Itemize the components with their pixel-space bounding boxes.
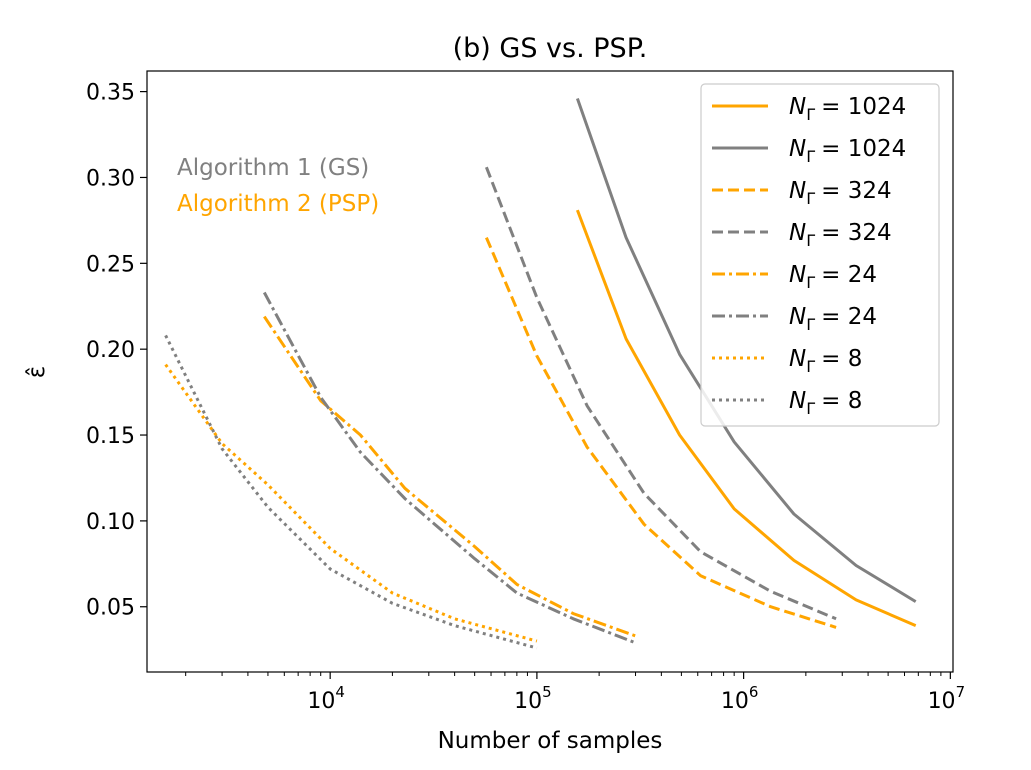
legend-symbol: N	[789, 388, 806, 414]
x-tick-base: 10	[307, 689, 335, 714]
legend-label-5: NΓ = 24	[789, 262, 877, 292]
annotation-algorithm-1: Algorithm 1 (GS)	[177, 155, 369, 181]
legend-symbol: N	[789, 94, 806, 120]
x-tick-label: 107	[928, 683, 966, 714]
x-tick-exponent: 7	[956, 683, 966, 701]
legend-subscript: Γ	[806, 105, 815, 124]
x-tick-label: 106	[721, 683, 759, 714]
legend-subscript: Γ	[806, 147, 815, 166]
x-tick-base: 10	[721, 689, 749, 714]
y-tick-label: 0.15	[86, 424, 135, 449]
y-tick-label: 0.20	[86, 338, 135, 363]
series-layer	[164, 98, 917, 650]
chart-title: (b) GS vs. PSP.	[453, 33, 648, 64]
legend-symbol: N	[789, 304, 806, 330]
x-tick-exponent: 4	[335, 683, 345, 701]
x-tick-label: 104	[307, 683, 345, 714]
legend-value: = 8	[821, 388, 862, 414]
x-axis-label: Number of samples	[438, 728, 663, 754]
legend-value: = 8	[821, 346, 862, 372]
series-line-2	[575, 98, 917, 603]
legend-subscript: Γ	[806, 357, 815, 376]
plot-area-frame	[146, 70, 954, 673]
series-line-5	[263, 315, 637, 638]
y-tick-label: 0.30	[86, 166, 135, 191]
series-line-3	[485, 237, 837, 629]
legend-value: = 1024	[821, 94, 906, 120]
x-axis: 104 105 106 107	[185, 672, 966, 714]
legend-label-2: NΓ = 1024	[789, 136, 906, 166]
legend-value: = 24	[821, 262, 877, 288]
legend-subscript: Γ	[806, 315, 815, 334]
annotation-algorithm-2: Algorithm 2 (PSP)	[177, 191, 379, 217]
y-axis: 0.05 0.10 0.15 0.20 0.25 0.30 0.35	[86, 81, 147, 621]
series-line-7	[164, 363, 538, 643]
legend-label-4: NΓ = 324	[789, 220, 892, 250]
y-tick-label: 0.25	[86, 252, 135, 277]
legend-label-8: NΓ = 8	[789, 388, 862, 418]
legend-symbol: N	[789, 220, 806, 246]
legend-frame	[700, 83, 940, 427]
legend-label-6: NΓ = 24	[789, 304, 877, 334]
y-axis-label: ε̂	[24, 366, 50, 378]
legend-subscript: Γ	[806, 399, 815, 418]
legend-symbol: N	[789, 178, 806, 204]
legend-symbol: N	[789, 262, 806, 288]
legend-subscript: Γ	[806, 273, 815, 292]
x-tick-exponent: 6	[749, 683, 759, 701]
legend-label-3: NΓ = 324	[789, 178, 892, 208]
x-tick-base: 10	[514, 689, 542, 714]
series-line-6	[262, 291, 637, 645]
legend-subscript: Γ	[806, 189, 815, 208]
x-tick-exponent: 5	[542, 683, 552, 701]
series-line-1	[575, 209, 917, 627]
legend-symbol: N	[789, 136, 806, 162]
legend-value: = 324	[821, 178, 891, 204]
x-tick-label: 105	[514, 683, 552, 714]
series-line-8	[164, 334, 538, 650]
legend-symbol: N	[789, 346, 806, 372]
legend-label-7: NΓ = 8	[789, 346, 862, 376]
legend-label-1: NΓ = 1024	[789, 94, 906, 124]
legend-value: = 324	[821, 220, 891, 246]
legend-subscript: Γ	[806, 231, 815, 250]
y-tick-label: 0.35	[86, 81, 135, 106]
legend-value: = 24	[821, 304, 877, 330]
legend-value: = 1024	[821, 136, 906, 162]
y-tick-label: 0.10	[86, 510, 135, 535]
x-tick-base: 10	[928, 689, 956, 714]
y-tick-label: 0.05	[86, 596, 135, 621]
